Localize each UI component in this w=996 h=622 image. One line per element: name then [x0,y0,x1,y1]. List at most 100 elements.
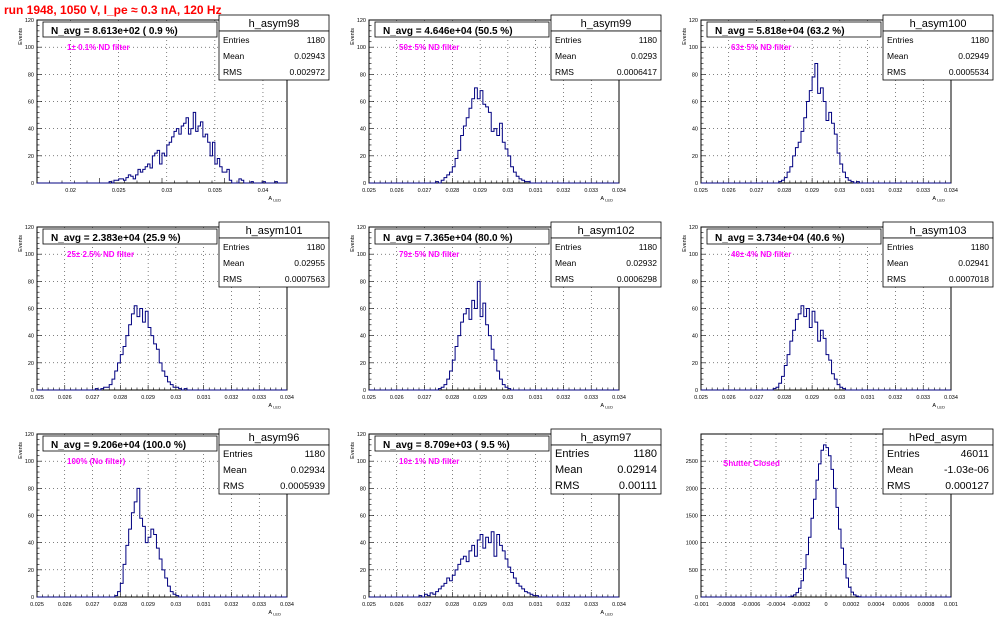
panel-h_asym103: 0.025 0.026 0.027 0.028 0.029 0.03 0.031 0.032 0… [682,221,994,410]
chart-title: N_avg = 5.818e+04 (63.2 %) [715,26,845,37]
x-tick-label: 0.029 [141,602,155,608]
y-axis-title: Events [18,442,24,459]
x-tick-label: -0.0008 [717,602,736,608]
filter-label: 10± 1% ND filter [399,457,459,466]
y-tick-label: 0 [363,181,366,187]
x-tick-label: 0.028 [445,602,459,608]
x-tick-label: 0.0006 [893,602,910,608]
title-box-frame [42,228,218,245]
y-tick-label: 120 [25,225,34,231]
x-tick-label: 0.001 [944,602,958,608]
stats-box: h_asym96 Entries 1180 Mean 0.02934 RMS 0.00059… [218,428,330,495]
histogram-name: h_asym100 [910,18,967,30]
panel-h_asym97: 0.025 0.026 0.027 0.028 0.029 0.03 0.031 0.032 0… [350,428,662,617]
y-axis-title: Events [350,28,356,45]
x-axis-title-main: A [268,403,272,409]
histogram-name: h_asym102 [578,225,635,237]
histogram-line [369,87,619,184]
x-axis-title-main: A [268,196,272,202]
y-tick-label: 20 [360,568,366,574]
x-tick-label: 0.028 [777,188,791,194]
x-tick-label: 0.031 [529,395,543,401]
x-tick-label: 0.029 [805,188,819,194]
x-tick-label: 0.029 [805,395,819,401]
x-tick-label: 0.027 [750,395,764,401]
x-axis-title-sub: LED [272,405,281,410]
y-tick-label: 40 [360,334,366,340]
histogram-line [369,531,619,598]
stats-label: Mean [887,51,909,61]
y-tick-label: 120 [689,225,698,231]
stats-value: 1180 [633,448,657,460]
x-tick-label: 0.0008 [918,602,935,608]
x-tick-label: 0.026 [722,395,736,401]
title-box: N_avg = 9.206e+04 (100.0 %) [42,435,218,452]
histogram-line [37,305,287,391]
x-tick-label: 0.025 [694,395,708,401]
title-box-frame [374,228,550,245]
y-tick-label: 0 [695,388,698,394]
histogram-name: h_asym98 [249,18,300,30]
filter-label: 25± 2.5% ND filter [67,250,134,259]
stats-body [882,237,994,288]
x-tick-label: 0.033 [916,188,930,194]
y-tick-label: 40 [692,334,698,340]
histogram-name: hPed_asym [909,432,967,444]
x-tick-label: 0.032 [557,602,571,608]
y-tick-label: 120 [689,18,698,24]
x-tick-label: 0.03 [171,602,182,608]
y-tick-label: 500 [689,568,698,574]
x-tick-label: 0.027 [86,602,100,608]
stats-label: RMS [223,274,242,284]
y-tick-label: 0 [695,181,698,187]
stats-value: 0.02932 [626,258,657,268]
x-axis-title-main: A [600,610,604,616]
y-axis-title: Events [350,235,356,252]
y-axis-title: Events [682,28,688,45]
x-tick-label: 0.032 [557,395,571,401]
stats-box: h_asym103 Entries 1180 Mean 0.02941 RMS 0.0007… [882,221,994,288]
x-tick-label: 0.03 [503,395,514,401]
x-tick-label: 0.031 [197,602,211,608]
stats-box: h_asym100 Entries 1180 Mean 0.02949 RMS 0.0005… [882,14,994,81]
stats-label: RMS [555,480,579,492]
y-tick-label: 60 [360,100,366,106]
stats-label: Mean [555,464,583,476]
x-tick-label: 0.031 [529,602,543,608]
stats-body [550,30,662,81]
title-box-frame [706,228,882,245]
x-tick-label: 0.033 [584,602,598,608]
x-tick-label: 0.0004 [868,602,885,608]
x-tick-label: 0.031 [197,395,211,401]
y-tick-label: 120 [25,432,34,438]
title-box: N_avg = 8.709e+03 ( 9.5 %) [374,435,550,452]
x-tick-label: 0.032 [889,188,903,194]
x-tick-label: 0.025 [362,395,376,401]
y-tick-label: 80 [28,72,34,78]
stats-value: 1180 [639,35,658,45]
panel-hPed_asym: -0.001 -0.0008 -0.0006 -0.0004 -0.0002 0 0.000… [686,428,994,608]
x-tick-label: 0.025 [694,188,708,194]
x-tick-label: 0.031 [861,188,875,194]
stats-label: RMS [887,274,906,284]
stats-value: 0.0006417 [617,67,657,77]
title-box: N_avg = 7.365e+04 (80.0 %) [374,228,550,245]
x-tick-label: 0.034 [280,602,294,608]
histogram-line [37,487,287,598]
y-tick-label: 20 [360,361,366,367]
x-tick-label: 0.031 [861,395,875,401]
title-box-frame [374,435,550,452]
x-axis-title: A LED [268,196,281,203]
stats-body [882,30,994,81]
x-tick-label: 0.026 [390,602,404,608]
y-tick-label: 0 [31,388,34,394]
y-tick-label: 100 [689,252,698,258]
y-axis-title: Events [682,235,688,252]
x-axis-title-main: A [932,196,936,202]
x-tick-label: 0.03 [503,188,514,194]
y-tick-label: 20 [692,361,698,367]
y-tick-label: 120 [357,18,366,24]
title-box: N_avg = 5.818e+04 (63.2 %) [706,21,882,38]
stats-value: 1180 [971,35,990,45]
